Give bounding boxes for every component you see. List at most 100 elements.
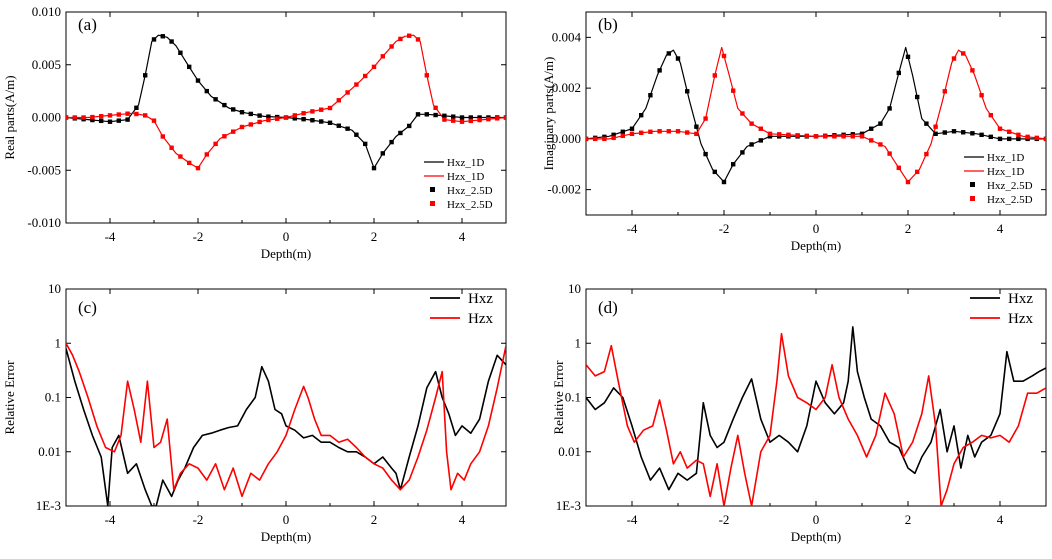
series-marker-hxz-2-5d [195, 78, 201, 83]
x-tick-label-b: 2 [905, 221, 912, 236]
y-tick-label-c: 1E-3 [36, 498, 61, 513]
series-marker-hzx-2-5d [275, 116, 280, 121]
series-marker-hzx-2-5d [1025, 134, 1030, 140]
series-marker-hzx-2-5d [380, 54, 385, 59]
series-marker-hxz-2-5d [266, 114, 271, 119]
x-tick-label-d: 4 [997, 512, 1004, 527]
series-marker-hzx-2-5d [442, 117, 447, 122]
series-marker-hxz-2-5d [327, 120, 333, 125]
series-marker-hzx-2-5d [813, 134, 819, 139]
series-marker-hxz-2-5d [1016, 136, 1021, 142]
y-axis-label-c: Relative Error [2, 360, 17, 435]
series-marker-hzx-2-5d [486, 116, 491, 122]
legend-label-b: Hzx_2.5D [987, 194, 1033, 206]
series-marker-hzx-2-5d [151, 118, 157, 123]
series-marker-hzx-2-5d [961, 51, 966, 56]
x-tick-label-c: 4 [459, 512, 466, 527]
series-marker-hxz-2-5d [477, 115, 482, 120]
series-marker-hzx-2-5d [178, 154, 183, 159]
series-marker-hzx-2-5d [415, 37, 421, 42]
series-marker-hzx-2-5d [758, 126, 763, 131]
series-marker-hxz-2-5d [767, 134, 773, 139]
series-marker-hzx-2-5d [887, 151, 892, 156]
y-tick-label-a: -0.005 [27, 162, 61, 177]
series-marker-hzx-2-5d [933, 124, 938, 129]
series-marker-hxz-2-5d [1007, 136, 1012, 142]
series-marker-hzx-2-5d [231, 129, 236, 134]
series-marker-hxz-2-5d [951, 129, 957, 134]
series-marker-hxz-2-5d [424, 112, 429, 117]
series-marker-hxz-2-5d [151, 37, 157, 42]
series-marker-hzx-2-5d [99, 114, 104, 119]
x-tick-label-a: -2 [193, 229, 204, 244]
x-tick-label-b: -2 [719, 221, 730, 236]
series-marker-hzx-2-5d [459, 119, 465, 124]
series-marker-hxz-2-5d [90, 117, 95, 123]
series-line-hxz-1d [66, 34, 506, 169]
series-marker-hzx-2-5d [1007, 129, 1012, 134]
series-marker-hzx-2-5d [905, 179, 911, 185]
x-tick-label-c: 2 [371, 512, 378, 527]
series-marker-hzx-2-5d [712, 73, 717, 78]
series-marker-hzx-2-5d [832, 134, 837, 139]
series-marker-hzx-2-5d [915, 169, 920, 175]
series-marker-hxz-2-5d [721, 179, 727, 185]
series-marker-hxz-2-5d [257, 113, 262, 118]
series-marker-hxz-2-5d [639, 112, 644, 118]
series-marker-hzx-2-5d [586, 136, 589, 142]
series-marker-hzx-2-5d [336, 98, 341, 103]
series-marker-hxz-2-5d [648, 93, 653, 98]
x-axis-label-a: Depth(m) [261, 246, 312, 261]
series-marker-hxz-2-5d [657, 68, 662, 73]
series-marker-hxz-2-5d [231, 107, 236, 112]
y-tick-label-b: 0.000 [552, 131, 581, 146]
series-marker-hzx-2-5d [721, 53, 727, 59]
series-marker-hzx-2-5d [850, 134, 855, 139]
series-marker-hzx-2-5d [327, 105, 333, 111]
series-line-hxz [66, 348, 506, 506]
plot-area-c [66, 342, 506, 506]
series-marker-hzx-2-5d [740, 111, 745, 116]
series-marker-hzx-2-5d [354, 82, 359, 87]
series-marker-hxz-2-5d [363, 141, 368, 147]
series-marker-hzx-2-5d [694, 131, 699, 136]
plot-area-b [586, 46, 1046, 185]
legend-label-b: Hxz_2.5D [987, 180, 1033, 192]
series-marker-hzx-2-5d [424, 73, 429, 78]
series-line-hzx [586, 332, 1046, 506]
series-marker-hzx-2-5d [407, 33, 412, 38]
legend-label-b: Hxz_1D [987, 152, 1024, 164]
series-marker-hzx-2-5d [666, 129, 671, 134]
series-marker-hzx-2-5d [345, 90, 350, 95]
series-marker-hxz-2-5d [896, 70, 901, 76]
x-axis-label-c: Depth(m) [261, 529, 312, 544]
legend-marker-a [430, 201, 435, 206]
y-tick-label-c: 0.1 [45, 390, 61, 405]
plot-area-a [66, 33, 506, 171]
y-tick-label-c: 1 [55, 335, 62, 350]
y-tick-label-d: 0.01 [558, 444, 581, 459]
series-marker-hzx-2-5d [823, 134, 828, 139]
series-marker-hzx-2-5d [942, 89, 947, 94]
y-axis-label-a: Real parts(A/m) [2, 75, 17, 159]
panel-b: -4 -2 0 2 4 -0.002 0.000 0.002 0.004 Depth(m) Imag… [541, 11, 1047, 253]
series-marker-hxz-2-5d [169, 39, 174, 44]
series-marker-hxz-2-5d [749, 142, 754, 147]
panel-label-b: (b) [598, 15, 618, 34]
series-marker-hxz-2-5d [134, 105, 139, 110]
legend-label-a: Hzx_1D [447, 171, 484, 183]
plot-area-d [586, 326, 1046, 506]
series-marker-hxz-2-5d [970, 131, 975, 136]
series-marker-hzx-2-5d [786, 132, 791, 138]
series-line-hzx-1d [586, 46, 1046, 183]
series-marker-hxz-2-5d [878, 121, 883, 126]
series-marker-hxz-2-5d [160, 34, 165, 39]
series-marker-hzx-2-5d [657, 129, 662, 134]
series-marker-hxz-2-5d [354, 132, 359, 137]
panel-label-d: (d) [598, 298, 618, 317]
series-marker-hzx-2-5d [878, 142, 883, 147]
panel-c: -4 -2 0 2 4 1E-3 0.01 0.1 1 10 Depth(m) Relative Er… [2, 281, 507, 544]
series-marker-hzx-2-5d [1016, 132, 1021, 138]
series-marker-hzx-2-5d [951, 56, 957, 61]
series-marker-hzx-2-5d [301, 111, 306, 116]
